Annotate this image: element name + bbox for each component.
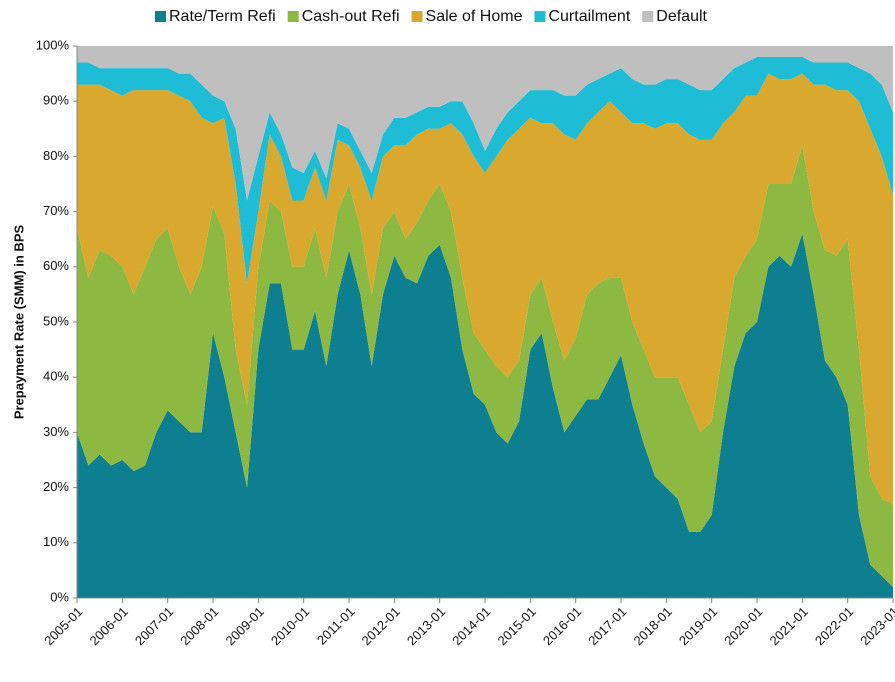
area: [77, 145, 893, 587]
y-tick-label: 50%: [43, 313, 69, 328]
y-tick-label: 0%: [50, 589, 69, 604]
legend-label: Sale of Home: [426, 8, 523, 25]
x-tick-label: 2022-01: [812, 604, 856, 648]
legend-label: Curtailment: [548, 8, 630, 25]
legend-swatch: [287, 11, 299, 22]
x-tick-label: 2016-01: [540, 604, 584, 648]
y-tick-label: 70%: [43, 203, 69, 218]
x-tick-label: 2011-01: [314, 604, 358, 648]
legend-swatch: [155, 11, 166, 22]
y-tick-label: 40%: [43, 369, 69, 384]
x-tick-label: 2017-01: [585, 604, 629, 648]
legend-label: Rate/Term Refi: [169, 8, 276, 25]
x-tick-label: 2021-01: [767, 604, 811, 648]
y-tick-label: 100%: [36, 37, 70, 52]
legend: Rate/Term Refi Cash-out Refi Sale of Home C…: [155, 8, 708, 25]
area: [77, 57, 893, 284]
y-axis-label: Prepayment Rate (SMM) in BPS: [11, 225, 26, 420]
x-tick-label: 2009-01: [223, 604, 267, 648]
x-tick-label: 2006-01: [87, 604, 131, 648]
area: [77, 73, 893, 505]
legend-swatch: [411, 11, 423, 22]
x-tick-label: 2020-01: [721, 604, 765, 648]
y-tick-label: 60%: [43, 258, 69, 273]
x-tick-label: 2010-01: [268, 604, 312, 648]
x-tick-label: 2015-01: [495, 604, 539, 648]
area: [77, 46, 893, 201]
x-tick-label: 2007-01: [132, 604, 176, 648]
y-tick-label: 80%: [43, 148, 69, 163]
y-tick-label: 30%: [43, 424, 69, 439]
legend-label: Cash-out Refi: [302, 8, 400, 25]
x-tick-label: 2014-01: [449, 604, 493, 648]
x-tick-label: 2019-01: [676, 604, 720, 648]
y-tick-label: 90%: [43, 93, 69, 108]
x-tick-label: 2018-01: [631, 604, 675, 648]
legend-swatch: [642, 11, 654, 22]
x-tick-label: 2012-01: [359, 604, 403, 648]
x-tick-label: 2005-01: [41, 604, 85, 648]
area: [77, 233, 893, 598]
y-tick-label: 20%: [43, 479, 69, 494]
x-tick-label: 2023-01: [857, 604, 895, 648]
x-tick-label: 2008-01: [177, 604, 221, 648]
legend-label: Default: [656, 8, 707, 25]
y-tick-label: 10%: [43, 534, 69, 549]
legend-swatch: [534, 11, 546, 22]
x-tick-label: 2013-01: [404, 604, 448, 648]
